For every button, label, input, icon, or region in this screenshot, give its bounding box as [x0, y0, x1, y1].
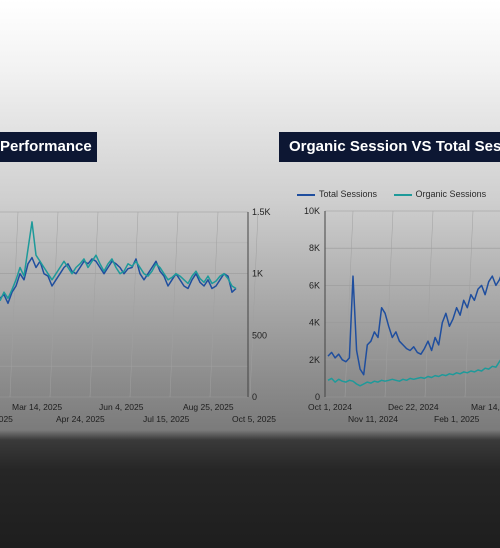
left-performance-chart: 1.5K 1K 500 0 Mar 14, 2025 Jun 4, 2025 Aug 25,…: [0, 207, 276, 424]
right-x-tick-label: Feb 1, 2025: [434, 414, 480, 424]
right-grid-v: [424, 210, 434, 398]
left-axis-labels: 1.5K 1K 500 0 Mar 14, 2025 Jun 4, 2025 Aug 25,…: [0, 207, 276, 424]
right-y-tick-label: 4K: [309, 318, 320, 328]
left-x-tick-label: Jul 15, 2025: [143, 414, 190, 424]
right-y-tick-label: 0: [315, 392, 320, 402]
left-series-line-0: [0, 256, 237, 305]
left-grid-v: [169, 211, 179, 398]
left-grid-v: [129, 211, 139, 398]
left-grid-v: [89, 211, 99, 398]
right-series-line-0: [327, 275, 500, 376]
left-y-tick-label: 500: [252, 330, 267, 340]
left-y-tick-label: 0: [252, 392, 257, 402]
right-grid-v: [344, 210, 354, 398]
organic-sessions-swatch-icon: [393, 193, 412, 196]
left-x-tick-label: 2025: [0, 414, 13, 424]
left-y-tick-label: 1.5K: [252, 207, 271, 217]
bottom-dark-area: [0, 440, 500, 548]
legend-item-organic-sessions: Organic Sessions: [393, 189, 487, 199]
right-series-lines: [327, 275, 500, 387]
left-x-tick-label: Jun 4, 2025: [99, 402, 144, 412]
left-grid-v: [9, 211, 19, 398]
left-chart-title: Performance: [0, 132, 97, 162]
right-x-tick-label: Nov 11, 2024: [348, 414, 398, 424]
left-series-line-1: [0, 221, 237, 302]
left-series-lines: [0, 221, 237, 305]
legend-item-total-sessions: Total Sessions: [297, 189, 377, 199]
right-y-tick-label: 6K: [309, 280, 320, 290]
right-series-line-1: [327, 359, 500, 387]
right-grid-v: [384, 210, 394, 398]
right-chart-legend: Total Sessions Organic Sessions: [297, 189, 500, 199]
right-y-tick-label: 8K: [309, 243, 320, 253]
right-y-tick-label: 2K: [309, 355, 320, 365]
right-x-tick-label: Dec 22, 2024: [388, 402, 439, 412]
left-x-tick-label: Aug 25, 2025: [183, 402, 234, 412]
left-grid-v: [209, 211, 219, 398]
left-x-tick-label: Mar 14, 2025: [12, 402, 62, 412]
right-grid: [324, 210, 500, 398]
right-chart-title: Organic Session VS Total Sessions: [279, 132, 500, 162]
left-y-tick-label: 1K: [252, 269, 263, 279]
right-x-tick-label: Oct 1, 2024: [308, 402, 352, 412]
left-grid: [0, 211, 259, 398]
legend-label-organic-sessions: Organic Sessions: [415, 189, 487, 199]
left-x-tick-label: Oct 5, 2025: [232, 414, 276, 424]
legend-label-total-sessions: Total Sessions: [319, 189, 378, 199]
total-sessions-swatch-icon: [297, 193, 315, 196]
left-grid-v: [249, 211, 259, 398]
right-x-tick-label: Mar 14,: [471, 402, 500, 412]
left-x-tick-label: Apr 24, 2025: [56, 414, 105, 424]
right-y-tick-label: 10K: [304, 206, 320, 216]
left-grid-v: [49, 211, 59, 398]
